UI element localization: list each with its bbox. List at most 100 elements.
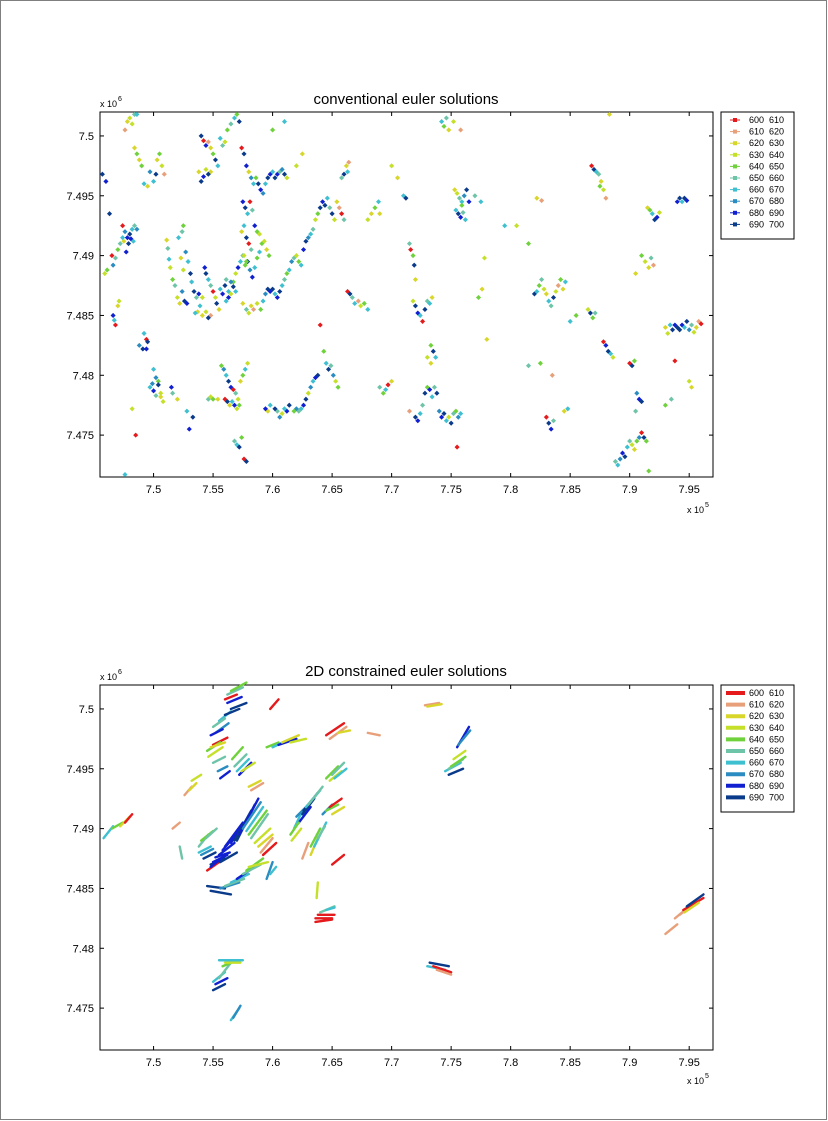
data-point bbox=[160, 399, 166, 405]
data-point bbox=[249, 207, 255, 213]
y-tick-label: 7.48 bbox=[73, 370, 94, 382]
data-point bbox=[365, 217, 371, 223]
data-point bbox=[147, 384, 153, 390]
data-point bbox=[610, 354, 616, 360]
data-point bbox=[472, 193, 478, 199]
data-point bbox=[223, 298, 229, 304]
x-tick-label: 7.8 bbox=[503, 484, 518, 496]
legend-marker bbox=[733, 210, 737, 215]
data-point bbox=[180, 267, 186, 273]
solution-segment bbox=[683, 901, 700, 914]
data-point bbox=[277, 288, 283, 295]
data-point bbox=[215, 163, 221, 169]
y-tick-label: 7.485 bbox=[66, 310, 94, 322]
data-point bbox=[189, 279, 195, 285]
data-point bbox=[446, 414, 452, 420]
data-point bbox=[201, 174, 207, 180]
data-point bbox=[129, 406, 135, 412]
data-point bbox=[385, 382, 391, 388]
data-point bbox=[633, 408, 639, 414]
data-point bbox=[123, 249, 129, 255]
x-tick-label: 7.5 bbox=[146, 1057, 161, 1069]
data-point bbox=[154, 157, 160, 163]
solution-segment bbox=[423, 701, 441, 707]
data-point bbox=[183, 249, 189, 255]
data-point bbox=[431, 384, 438, 390]
data-point bbox=[321, 348, 327, 354]
data-point bbox=[406, 408, 413, 414]
data-point bbox=[615, 462, 621, 468]
legend-marker bbox=[733, 199, 737, 204]
data-point bbox=[199, 312, 205, 318]
solution-segment bbox=[202, 851, 217, 860]
data-point bbox=[289, 259, 295, 265]
legend-label: 670 680 bbox=[749, 769, 784, 779]
data-point bbox=[677, 327, 683, 333]
data-point bbox=[361, 300, 367, 307]
legend-label: 680 690 bbox=[749, 781, 784, 791]
y-tick-label: 7.475 bbox=[66, 1003, 94, 1015]
solution-segment bbox=[211, 717, 227, 729]
data-point bbox=[234, 111, 240, 117]
data-point bbox=[220, 291, 226, 297]
data-point bbox=[121, 238, 127, 244]
data-point bbox=[279, 282, 285, 289]
solution-segment bbox=[247, 809, 268, 836]
x-tick-label: 7.55 bbox=[202, 484, 223, 496]
data-point bbox=[248, 303, 254, 309]
data-point bbox=[247, 267, 253, 273]
data-point bbox=[639, 430, 645, 436]
solution-segment bbox=[324, 803, 340, 812]
solution-segment bbox=[324, 722, 346, 737]
data-point bbox=[453, 408, 459, 414]
plot-area bbox=[99, 684, 714, 1051]
y-tick-label: 7.475 bbox=[66, 430, 94, 442]
data-point bbox=[475, 294, 482, 301]
data-point bbox=[372, 205, 378, 211]
solution-segment bbox=[277, 737, 298, 747]
data-point bbox=[218, 363, 224, 369]
data-point bbox=[265, 175, 271, 181]
data-point bbox=[649, 211, 655, 217]
solution-segment bbox=[289, 821, 300, 836]
data-point bbox=[279, 411, 285, 417]
data-point bbox=[237, 259, 243, 265]
data-point bbox=[228, 279, 234, 285]
data-point bbox=[448, 420, 454, 426]
data-point bbox=[286, 402, 292, 408]
data-point bbox=[192, 310, 198, 316]
data-point bbox=[300, 402, 307, 408]
data-point bbox=[106, 211, 113, 217]
data-point bbox=[389, 378, 395, 384]
x-tick-label: 7.55 bbox=[202, 1057, 223, 1069]
data-points bbox=[99, 111, 704, 478]
data-point bbox=[126, 241, 132, 247]
solution-segment bbox=[452, 749, 467, 761]
y-exponent-power: 6 bbox=[118, 669, 122, 676]
data-point bbox=[165, 245, 171, 251]
data-point bbox=[481, 255, 488, 261]
data-point bbox=[562, 279, 568, 285]
x-exponent: x 10 5 bbox=[687, 502, 709, 515]
data-point bbox=[484, 336, 490, 342]
solution-segment bbox=[230, 746, 245, 761]
legend-label: 670 680 bbox=[749, 196, 784, 206]
data-point bbox=[153, 171, 159, 177]
data-point bbox=[155, 378, 161, 384]
data-point bbox=[255, 181, 261, 187]
data-point bbox=[198, 178, 204, 184]
data-point bbox=[339, 175, 345, 181]
data-point bbox=[412, 276, 418, 283]
x-tick-label: 7.7 bbox=[384, 484, 399, 496]
solution-segment bbox=[197, 845, 212, 854]
data-point bbox=[346, 159, 352, 165]
data-point bbox=[461, 193, 467, 199]
data-point bbox=[422, 390, 428, 396]
data-point bbox=[299, 151, 305, 157]
solution-segment bbox=[110, 821, 124, 830]
solution-segment bbox=[253, 827, 272, 845]
solution-segment bbox=[269, 698, 280, 711]
data-point bbox=[196, 169, 202, 175]
data-point bbox=[236, 119, 242, 125]
